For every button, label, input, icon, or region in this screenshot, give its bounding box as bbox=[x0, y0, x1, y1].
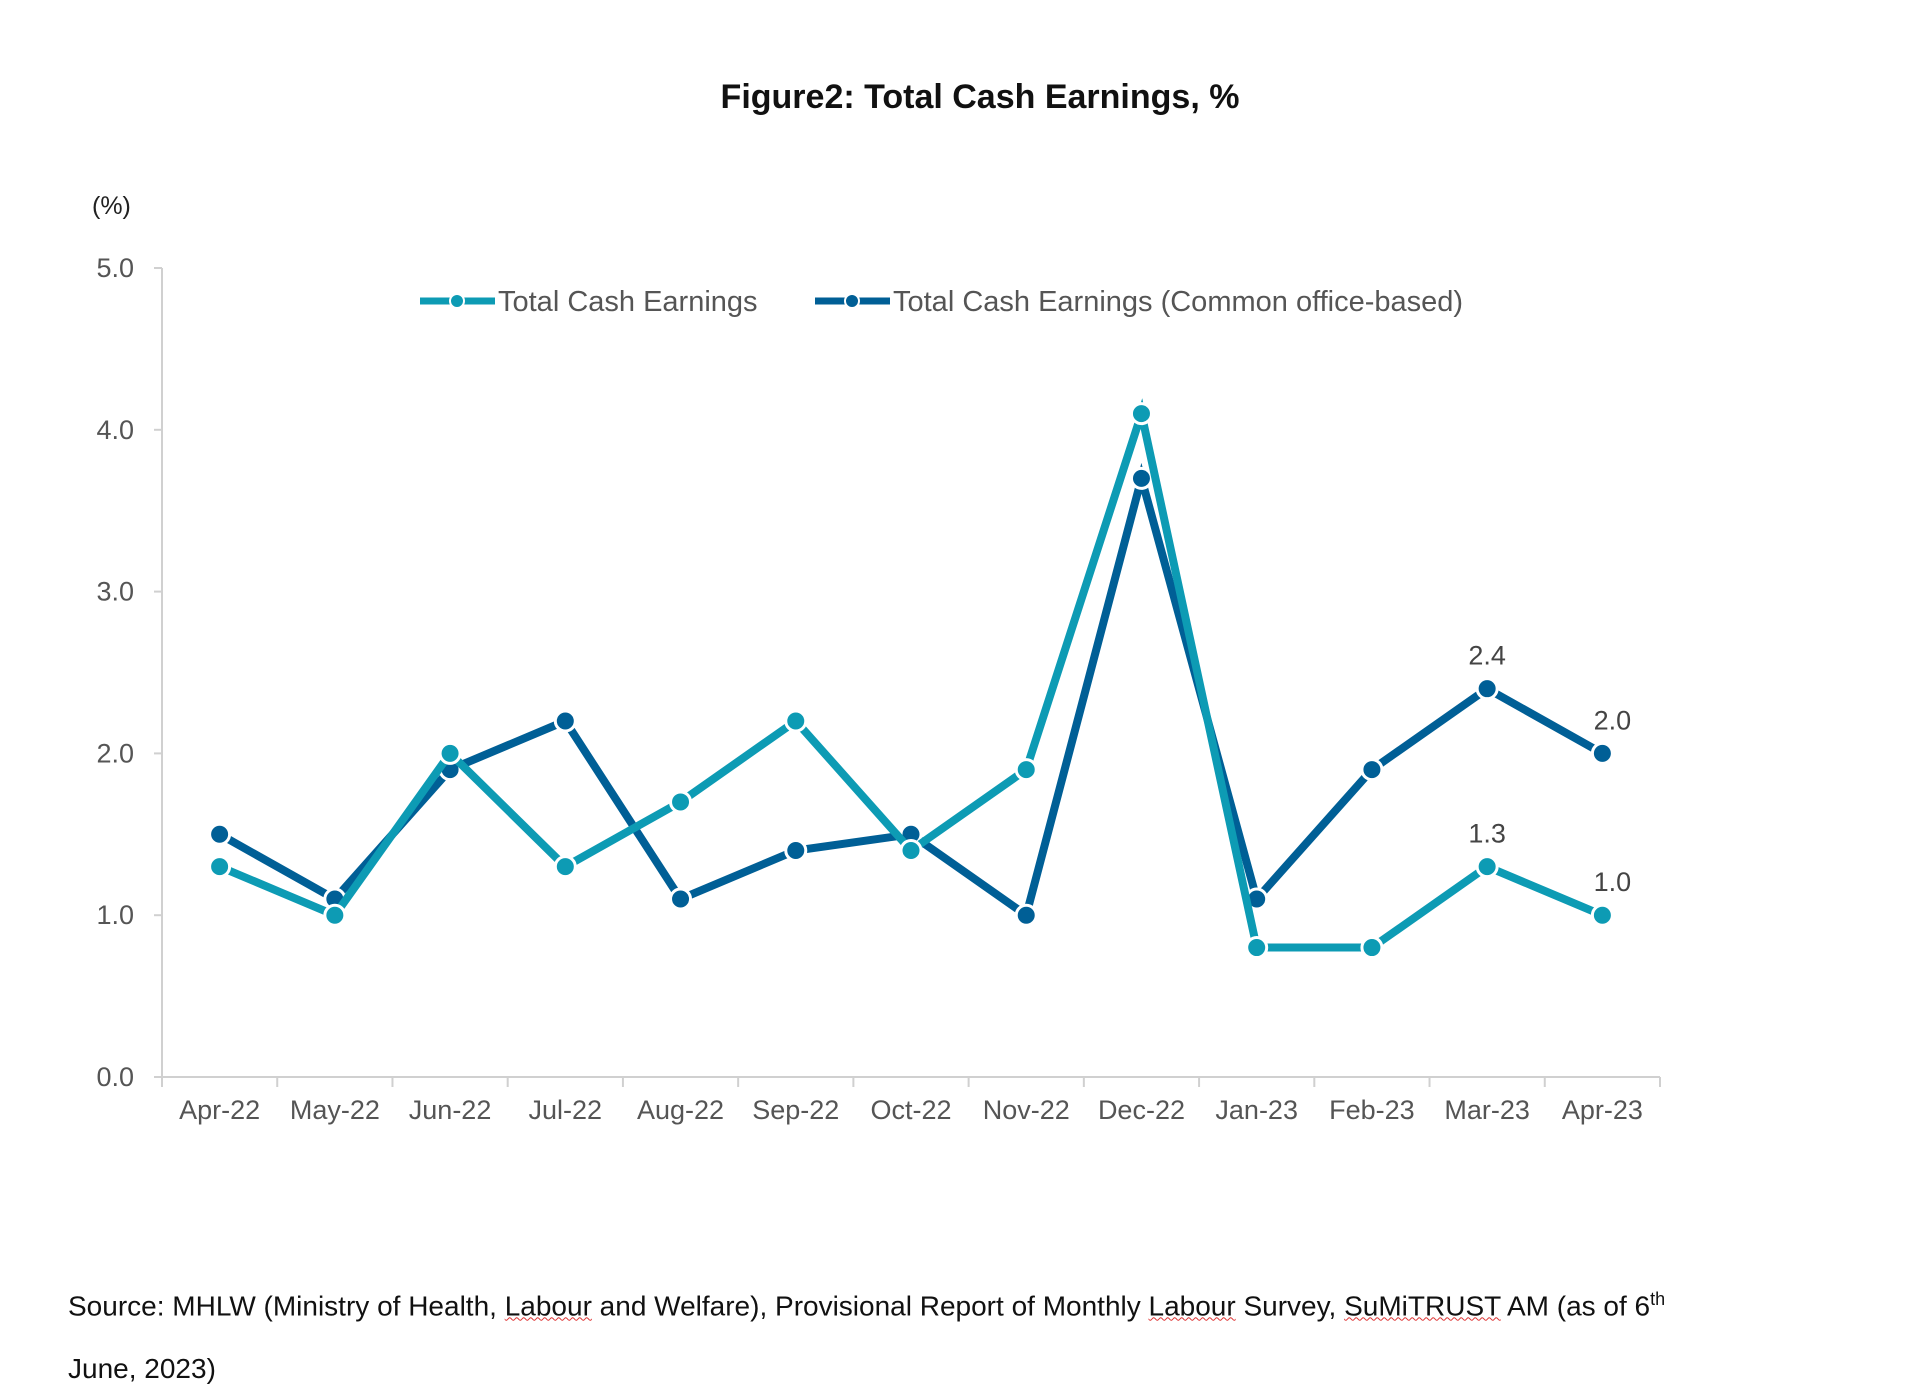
x-tick-label: Mar-23 bbox=[1444, 1095, 1530, 1125]
y-tick-label: 4.0 bbox=[96, 415, 134, 445]
data-point bbox=[1475, 855, 1499, 879]
line-chart: Figure2: Total Cash Earnings, % (%) 0.0 1… bbox=[92, 78, 1661, 1125]
data-point bbox=[1129, 466, 1153, 490]
data-point bbox=[553, 709, 577, 733]
data-point bbox=[669, 790, 693, 814]
source-text: SuMiTRUST bbox=[1344, 1290, 1501, 1322]
source-text: Labour bbox=[504, 1290, 592, 1322]
data-label: 2.0 bbox=[1594, 705, 1632, 735]
data-point bbox=[1590, 741, 1614, 765]
y-tick-label: 1.0 bbox=[96, 900, 134, 930]
data-point bbox=[1129, 402, 1153, 426]
data-point bbox=[553, 855, 577, 879]
source-text: June, 2023) bbox=[68, 1353, 216, 1385]
y-tick-label: 5.0 bbox=[96, 253, 134, 283]
data-point bbox=[1014, 758, 1038, 782]
series-1: 2.4 2.0 bbox=[208, 462, 1632, 927]
data-point bbox=[1245, 936, 1269, 960]
series-0: 1.3 1.0 bbox=[208, 398, 1632, 960]
x-tick-label: Feb-23 bbox=[1329, 1095, 1415, 1125]
data-point bbox=[1360, 936, 1384, 960]
legend-marker bbox=[844, 293, 860, 309]
source-text: th bbox=[1650, 1289, 1666, 1309]
data-point bbox=[1475, 677, 1499, 701]
series-line bbox=[218, 398, 1604, 952]
legend-label: Total Cash Earnings (Common office-based… bbox=[893, 286, 1463, 318]
legend-label: Total Cash Earnings bbox=[498, 286, 758, 318]
source-note: Source: MHLW (Ministry of Health, Labour… bbox=[68, 1268, 1908, 1400]
data-point bbox=[784, 838, 808, 862]
x-tick-label: Dec-22 bbox=[1098, 1095, 1185, 1125]
data-point bbox=[669, 887, 693, 911]
source-text: Source: MHLW (Ministry of Health, bbox=[68, 1290, 505, 1322]
legend-item: Total Cash Earnings (Common office-based… bbox=[815, 286, 1463, 318]
legend-item: Total Cash Earnings bbox=[420, 286, 758, 318]
data-point bbox=[208, 822, 232, 846]
chart-title: Figure2: Total Cash Earnings, % bbox=[721, 78, 1240, 116]
y-tick-label: 0.0 bbox=[96, 1062, 134, 1092]
data-point bbox=[1590, 903, 1614, 927]
x-tick-label: Jun-22 bbox=[409, 1095, 492, 1125]
data-point bbox=[784, 709, 808, 733]
data-point bbox=[899, 838, 923, 862]
y-tick-label: 3.0 bbox=[96, 577, 134, 607]
data-point bbox=[438, 741, 462, 765]
x-tick-label: Aug-22 bbox=[637, 1095, 724, 1125]
x-tick-label: Sep-22 bbox=[752, 1095, 839, 1125]
x-tick-label: Jan-23 bbox=[1215, 1095, 1298, 1125]
x-tick-label: May-22 bbox=[290, 1095, 380, 1125]
x-tick-label: Jul-22 bbox=[529, 1095, 603, 1125]
y-tick-label: 2.0 bbox=[96, 738, 134, 768]
y-axis-unit: (%) bbox=[92, 192, 131, 220]
x-tick-label: Oct-22 bbox=[870, 1095, 951, 1125]
x-tick-label: Apr-22 bbox=[179, 1095, 260, 1125]
data-point bbox=[1014, 903, 1038, 927]
x-tick-label: Nov-22 bbox=[983, 1095, 1070, 1125]
data-point bbox=[208, 855, 232, 879]
x-tick-label: Apr-23 bbox=[1562, 1095, 1643, 1125]
data-label: 1.0 bbox=[1594, 867, 1632, 897]
source-text: and Welfare), Provisional Report of Mont… bbox=[591, 1290, 1149, 1322]
data-label: 1.3 bbox=[1468, 819, 1506, 849]
source-text: AM (as of 6 bbox=[1500, 1290, 1651, 1322]
legend-marker bbox=[449, 293, 465, 309]
data-point bbox=[323, 903, 347, 927]
source-text: Survey, bbox=[1235, 1290, 1345, 1322]
source-text: Labour bbox=[1148, 1290, 1236, 1322]
data-label: 2.4 bbox=[1468, 641, 1506, 671]
data-point bbox=[1360, 758, 1384, 782]
